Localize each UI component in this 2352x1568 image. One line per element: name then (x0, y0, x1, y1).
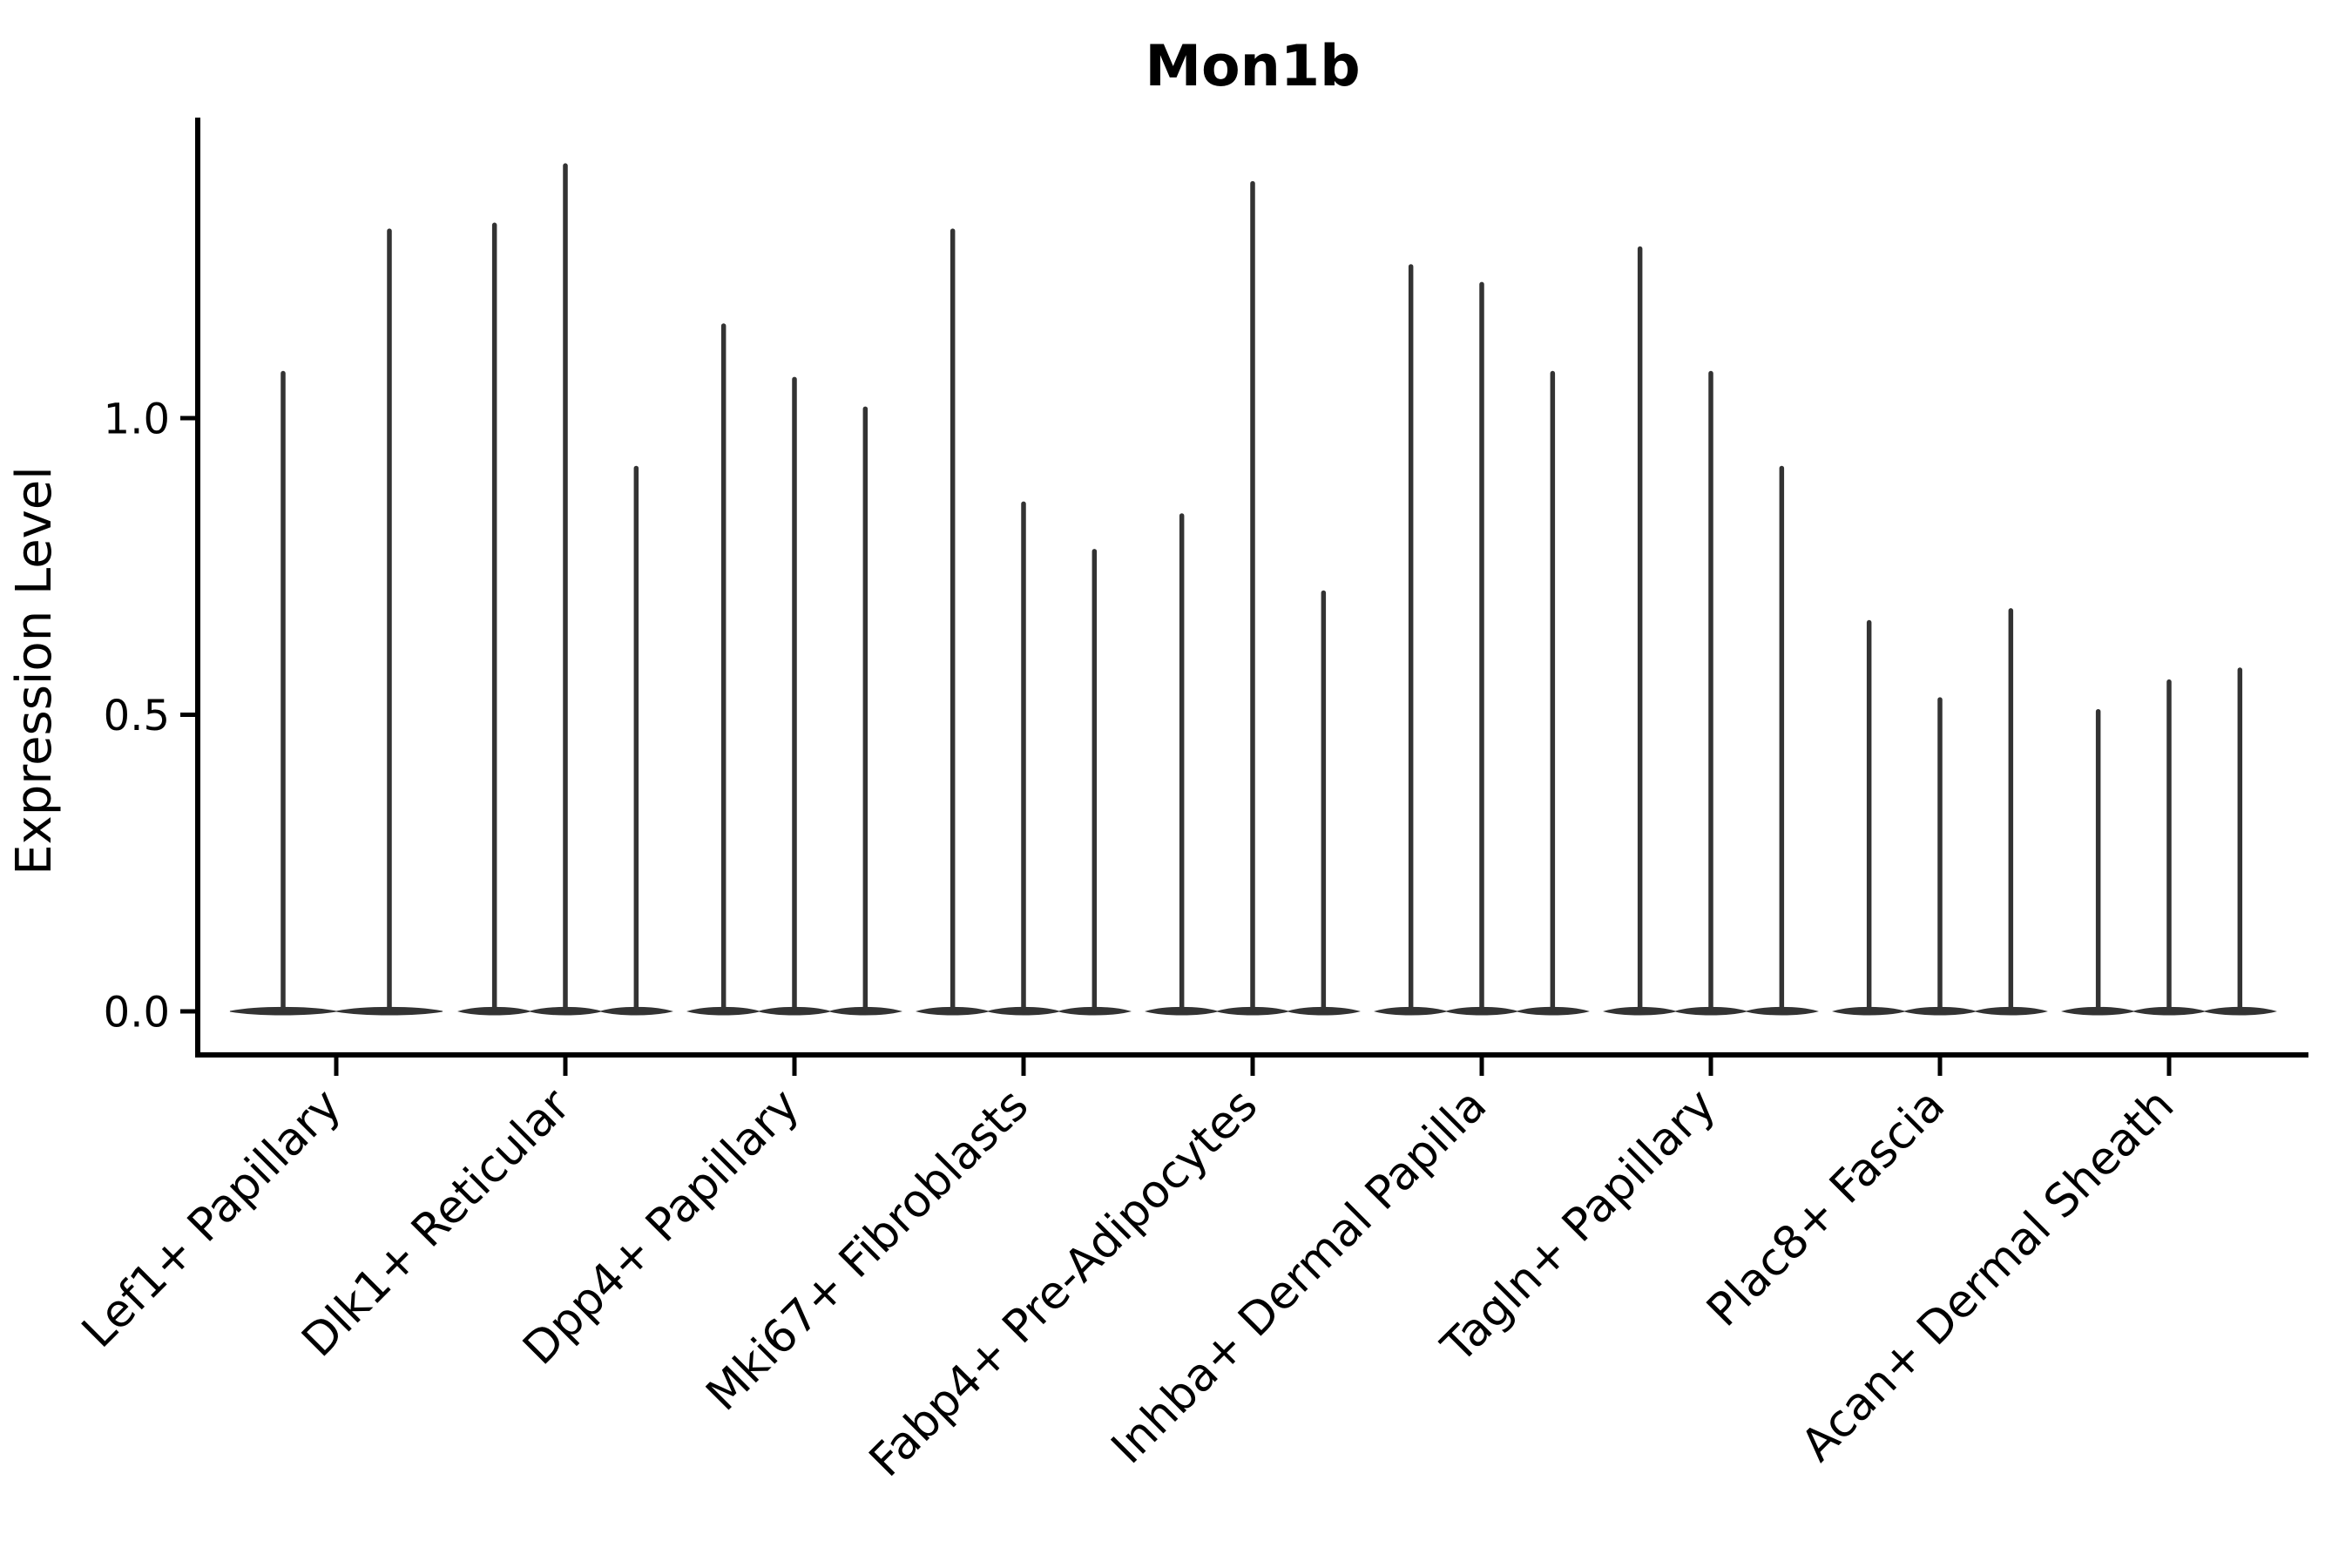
x-tick-label: Plac8+ Fascia (1697, 1079, 1955, 1337)
chart-title: Mon1b (1145, 34, 1360, 99)
x-tick-label: Inhba+ Dermal Papilla (1102, 1079, 1497, 1474)
y-tick-label: 0.5 (104, 692, 170, 740)
y-tick-label: 1.0 (104, 395, 170, 443)
x-tick-label: Acan+ Dermal Sheath (1792, 1079, 2185, 1472)
x-tick-label: Fabp4+ Pre-Adipocytes (860, 1079, 1267, 1487)
y-axis-label: Expression Level (6, 466, 63, 875)
y-tick-label: 0.0 (104, 988, 170, 1037)
